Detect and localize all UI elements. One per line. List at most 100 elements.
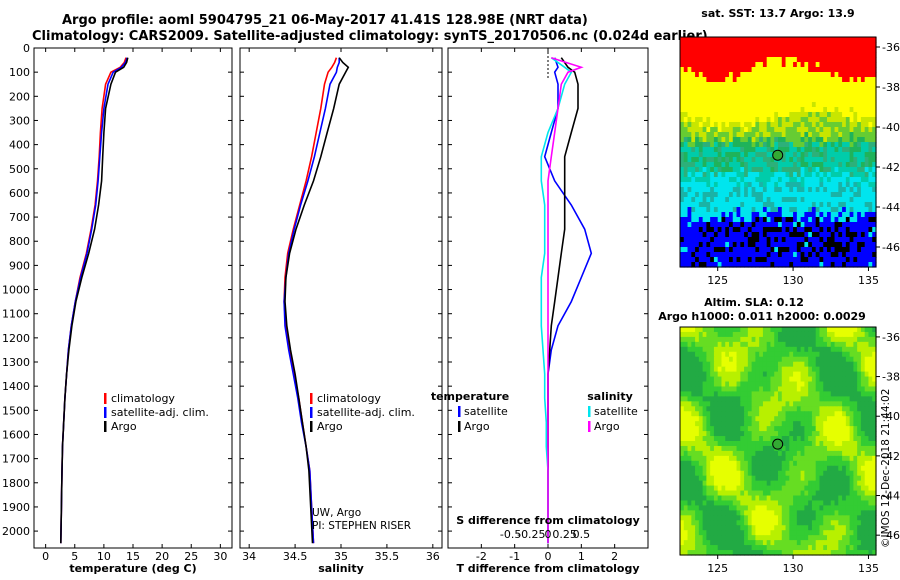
map-cell	[747, 122, 753, 128]
map-cell	[827, 376, 832, 383]
map-cell	[747, 470, 753, 477]
map-cell	[680, 485, 685, 492]
map-cell	[823, 97, 828, 103]
map-cell	[762, 450, 768, 457]
map-cell	[706, 257, 711, 263]
map-cell	[770, 366, 775, 373]
map-cell	[830, 366, 836, 373]
map-cell	[845, 396, 851, 402]
map-cell	[770, 67, 775, 73]
map-cell	[740, 77, 745, 83]
map-cell	[770, 460, 775, 467]
map-cell	[725, 82, 730, 88]
map-cell	[849, 450, 854, 457]
map-cell	[849, 431, 854, 437]
map-cell	[755, 217, 760, 223]
map-cell	[811, 212, 817, 218]
map-cell	[827, 262, 832, 268]
map-cell	[732, 112, 738, 118]
map-cell	[725, 351, 730, 358]
map-cell	[808, 122, 813, 128]
map-cell	[755, 117, 760, 123]
map-cell	[860, 212, 866, 218]
map-cell	[853, 187, 858, 193]
map-cell	[702, 37, 707, 43]
map-cell	[864, 341, 870, 348]
map-cell	[823, 495, 828, 502]
map-cell	[762, 212, 768, 218]
map-cell	[849, 500, 854, 507]
map-cell	[751, 157, 756, 163]
map-cell	[702, 252, 707, 258]
map-cell	[691, 222, 696, 228]
map-cell	[815, 411, 821, 417]
map-cell	[721, 525, 726, 531]
map-cell	[845, 540, 851, 546]
map-cell	[819, 207, 824, 213]
map-cell	[683, 47, 689, 53]
map-cell	[778, 535, 783, 541]
y-tick-label: 500	[9, 163, 30, 176]
map-title: sat. SST: 13.7 Argo: 13.9	[701, 7, 854, 20]
map-cell	[717, 37, 723, 43]
map-cell	[729, 327, 734, 333]
map-cell	[755, 182, 760, 188]
map-cell	[857, 530, 862, 536]
map-cell	[811, 445, 817, 452]
map-cell	[729, 396, 734, 402]
map-cell	[796, 455, 802, 462]
map-cell	[860, 42, 866, 48]
map-cell	[808, 445, 813, 452]
map-cell	[815, 187, 821, 193]
map-cell	[713, 232, 719, 238]
map-cell	[740, 401, 745, 407]
map-cell	[747, 485, 753, 492]
map-cell	[680, 107, 685, 113]
map-cell	[744, 386, 749, 393]
map-cell	[740, 525, 745, 531]
map-cell	[800, 505, 805, 511]
map-cell	[842, 421, 847, 427]
map-cell	[796, 371, 802, 378]
map-cell	[781, 102, 787, 108]
map-cell	[744, 97, 749, 103]
map-cell	[713, 445, 719, 452]
map-cell	[770, 257, 775, 263]
map-cell	[842, 247, 847, 253]
map-cell	[793, 361, 798, 368]
map-cell	[830, 545, 836, 551]
map-cell	[778, 37, 783, 43]
map-cell	[762, 162, 768, 168]
map-cell	[868, 122, 873, 128]
map-cell	[774, 416, 779, 422]
map-cell	[819, 406, 824, 412]
map-cell	[860, 421, 866, 427]
map-cell	[744, 52, 749, 58]
map-cell	[717, 67, 723, 73]
map-cell	[725, 172, 730, 178]
map-cell	[751, 495, 756, 502]
map-cell	[691, 361, 696, 368]
map-cell	[687, 92, 692, 98]
map-cell	[717, 426, 723, 432]
map-cell	[868, 37, 873, 43]
map-cell	[815, 52, 821, 58]
map-cell	[823, 356, 828, 363]
map-cell	[811, 117, 817, 123]
map-cell	[845, 102, 851, 108]
map-cell	[747, 366, 753, 373]
map-cell	[721, 242, 726, 248]
map-cell	[823, 252, 828, 258]
map-cell	[774, 470, 779, 477]
map-cell	[774, 505, 779, 511]
map-cell	[781, 396, 787, 402]
map-cell	[838, 162, 843, 168]
map-cell	[800, 455, 805, 462]
map-cell	[751, 475, 756, 482]
map-cell	[683, 505, 689, 511]
map-cell	[762, 361, 768, 368]
map-cell	[815, 386, 821, 393]
map-cell	[740, 386, 745, 393]
map-cell	[815, 450, 821, 457]
map-cell	[717, 540, 723, 546]
